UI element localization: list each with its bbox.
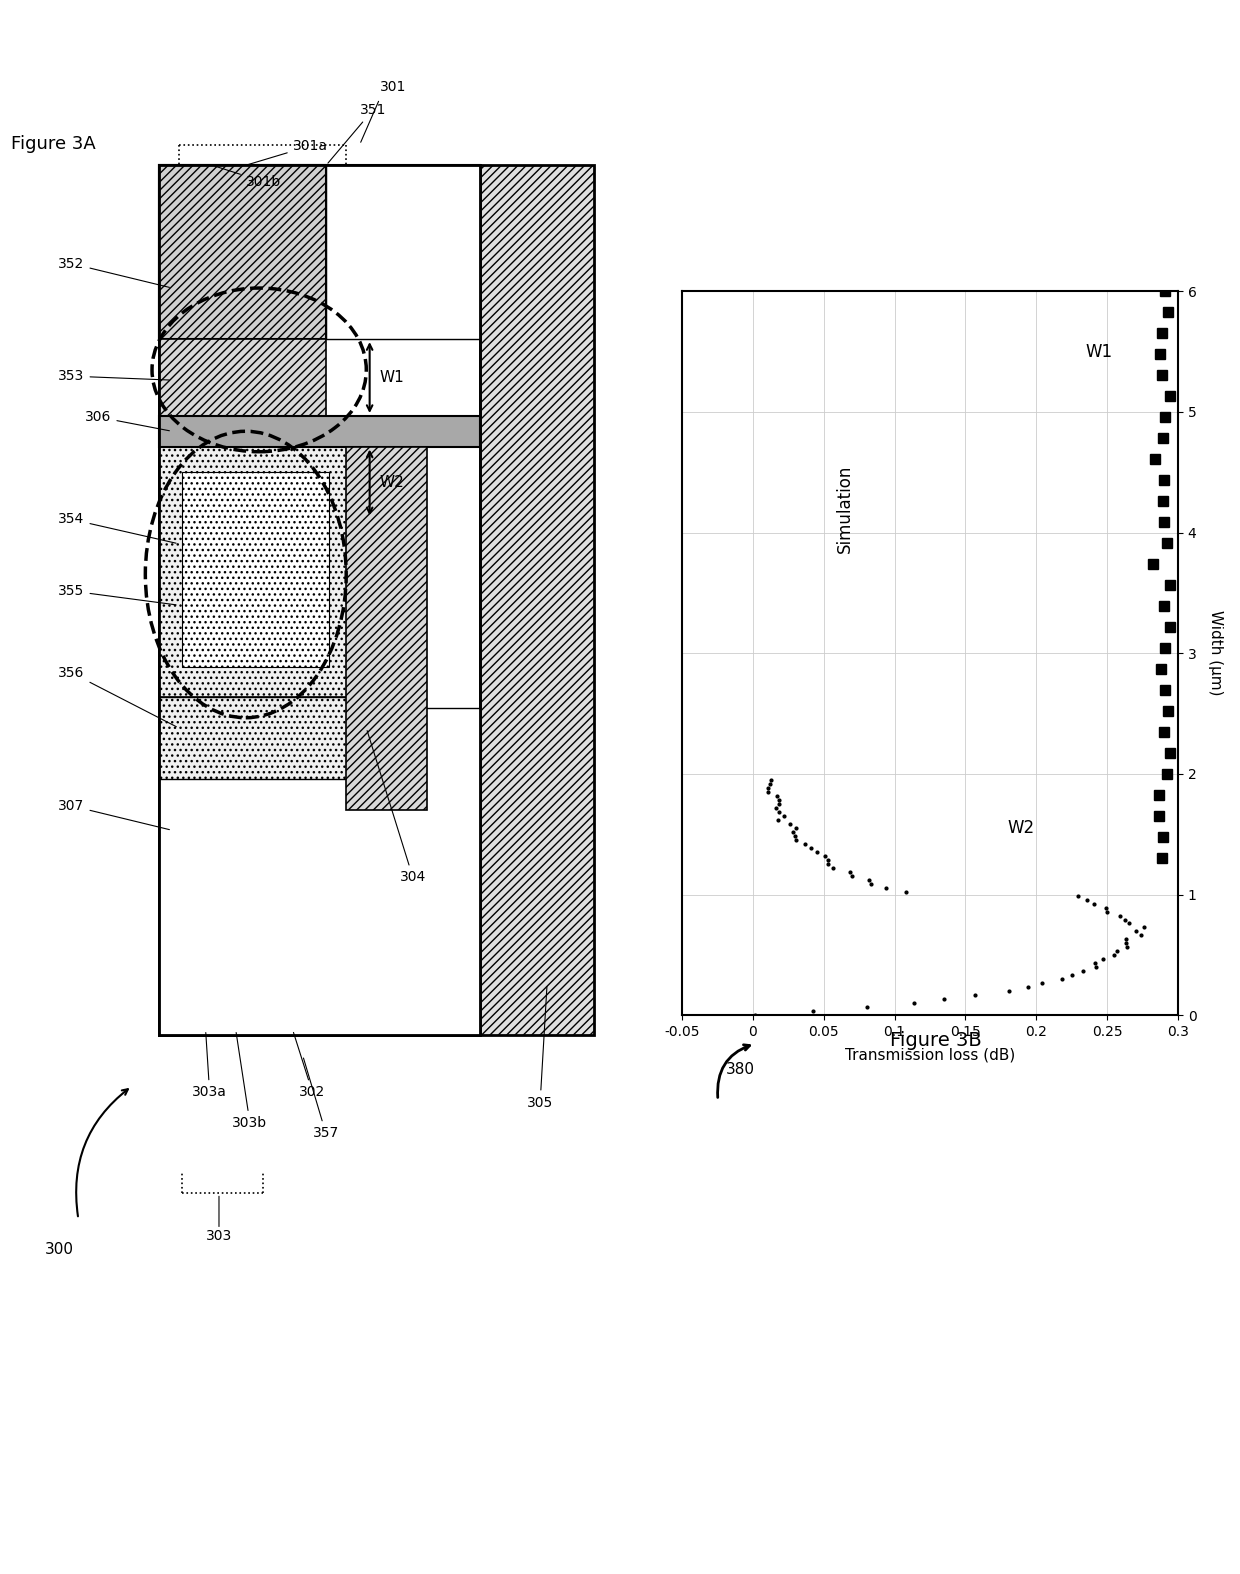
Text: 301b: 301b xyxy=(215,167,281,189)
Text: 380: 380 xyxy=(725,1062,754,1078)
Text: 306: 306 xyxy=(86,411,170,431)
Text: 307: 307 xyxy=(58,800,170,829)
Text: 353: 353 xyxy=(58,370,170,382)
Bar xyxy=(159,165,326,340)
Bar xyxy=(159,165,480,1036)
Text: 304: 304 xyxy=(367,730,427,885)
Bar xyxy=(159,697,373,779)
Text: 300: 300 xyxy=(45,1242,74,1258)
Text: W1: W1 xyxy=(1086,343,1114,360)
Y-axis label: Width (μm): Width (μm) xyxy=(1208,611,1223,696)
Text: 352: 352 xyxy=(58,257,170,288)
Text: 356: 356 xyxy=(58,666,176,727)
Bar xyxy=(326,165,480,340)
Text: Simulation: Simulation xyxy=(836,464,854,552)
Text: 301: 301 xyxy=(379,80,405,94)
X-axis label: Transmission loss (dB): Transmission loss (dB) xyxy=(844,1047,1016,1062)
Text: 301a: 301a xyxy=(248,139,327,164)
Text: W2: W2 xyxy=(1008,818,1035,837)
Bar xyxy=(182,472,330,667)
Text: 303a: 303a xyxy=(192,1033,227,1099)
Text: 303b: 303b xyxy=(232,1033,268,1130)
Text: 305: 305 xyxy=(527,987,553,1110)
Bar xyxy=(159,165,480,340)
Bar xyxy=(159,447,373,697)
Text: 302: 302 xyxy=(294,1033,326,1099)
Text: 303: 303 xyxy=(206,1229,232,1243)
Text: 351: 351 xyxy=(327,104,386,164)
Bar xyxy=(159,340,326,416)
Bar xyxy=(159,707,480,1036)
Bar xyxy=(159,165,594,1036)
Text: W2: W2 xyxy=(379,475,404,490)
Text: W1: W1 xyxy=(379,370,404,386)
Text: 357: 357 xyxy=(304,1058,339,1140)
Text: Figure 3B: Figure 3B xyxy=(890,1031,982,1050)
Bar xyxy=(346,447,427,809)
Text: 354: 354 xyxy=(58,513,176,543)
Text: Figure 3A: Figure 3A xyxy=(11,134,97,153)
Text: 355: 355 xyxy=(58,584,176,604)
Bar xyxy=(159,165,480,1036)
Bar xyxy=(159,416,480,447)
